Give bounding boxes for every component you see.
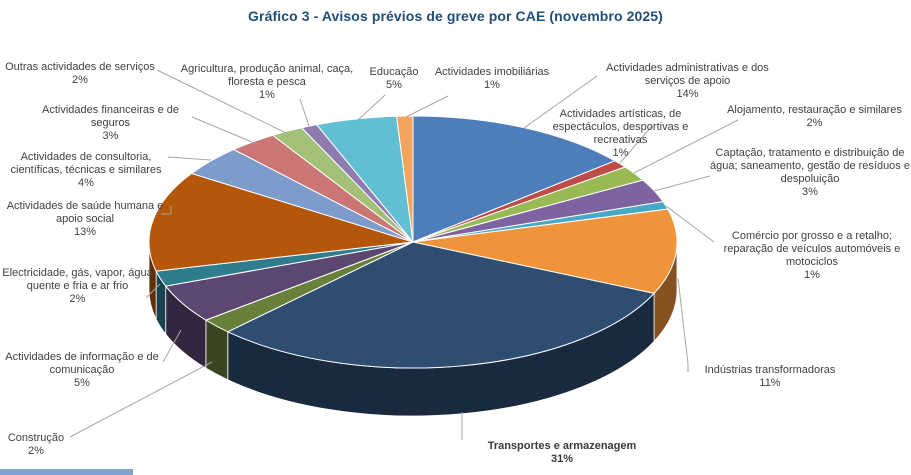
slice-label-pct: 2% [72, 73, 88, 86]
slice-label-transportes: Transportes e armazenagem 31% [452, 440, 672, 466]
slice-label-imobiliarias: Actividades imobiliárias 1% [430, 66, 554, 92]
slice-label-text: Agricultura, produção animal, caça, flor… [180, 63, 354, 88]
leader-line [161, 206, 172, 215]
leader-line [167, 156, 212, 161]
slice-label-text: Indústrias transformadoras [704, 364, 836, 376]
leader-line [677, 277, 689, 372]
slice-label-text: Outras actividades de serviços [5, 61, 155, 73]
slice-label-industrias: Indústrias transformadoras 11% [690, 364, 850, 390]
slice-label-pct: 2% [806, 116, 823, 129]
slice-label-pct: 4% [78, 176, 94, 189]
leader-line [523, 75, 598, 129]
leader-line [299, 98, 310, 127]
slice-label-pct: 11% [759, 376, 781, 389]
leader-line [405, 95, 449, 118]
slice-label-text: Actividades administrativas e dos serviç… [606, 62, 769, 87]
slice-label-alojamento: Alojamento, restauração e similares 2% [723, 104, 906, 130]
leader-line [162, 329, 182, 363]
leader-line [665, 205, 715, 243]
leader-line [619, 125, 653, 164]
slice-label-electricidade: Electricidade, gás, vapor, água quente e… [0, 267, 155, 306]
slice-label-pct: 5% [74, 376, 90, 389]
slice-label-educacao: Educação 5% [363, 66, 425, 92]
slice-label-pct: 3% [102, 129, 119, 142]
slice-label-text: Actividades artísticas, de espectáculos,… [552, 108, 689, 146]
slice-label-text: Actividades de consultoria, científicas,… [10, 151, 162, 176]
slice-label-text: Actividades financeiras e de seguros [42, 104, 179, 129]
slice-label-text: Transportes e armazenagem [487, 440, 637, 452]
leader-line [357, 94, 386, 121]
slice-label-saude: Actividades de saúde humana e apoio soci… [0, 200, 170, 239]
leader-line [653, 175, 711, 192]
slice-label-text: Comércio por grosso e a retalho; reparaç… [723, 230, 901, 268]
slice-label-comercio: Comércio por grosso e a retalho; reparaç… [716, 230, 908, 282]
slice-top-5 [412, 208, 678, 294]
slice-label-text: Actividades de saúde humana e apoio soci… [6, 200, 164, 225]
slice-label-pct: 13% [73, 225, 97, 238]
slice-label-pct: 14% [676, 87, 699, 100]
leader-line [69, 361, 213, 438]
slice-label-construcao: Construção 2% [2, 432, 70, 458]
slice-label-administrativas: Actividades administrativas e dos serviç… [585, 62, 790, 101]
slice-label-text: Actividades imobiliárias [434, 66, 550, 78]
slice-label-pct: 2% [69, 292, 86, 305]
leader-line [156, 69, 287, 134]
leader-line [191, 116, 253, 143]
slice-label-text: Educação [369, 66, 419, 78]
slice-label-pct: 31% [550, 452, 574, 465]
slice-label-informacao: Actividades de informação e de comunicaç… [0, 351, 164, 390]
slice-label-text: Construção [7, 432, 65, 444]
slice-label-financeiras: Actividades financeiras e de seguros 3% [28, 104, 193, 143]
slice-label-text: Electricidade, gás, vapor, água quente e… [2, 267, 153, 292]
slice-label-text: Captação, tratamento e distribuição de á… [710, 147, 910, 185]
slice-label-pct: 1% [259, 88, 275, 101]
slice-label-pct: 1% [804, 268, 820, 281]
slice-label-pct: 3% [802, 185, 818, 198]
slice-label-pct: 1% [612, 146, 629, 159]
slice-label-outras: Outras actividades de serviços 2% [0, 61, 160, 87]
slice-label-consultoria: Actividades de consultoria, científicas,… [0, 151, 172, 190]
chart-title: Gráfico 3 - Avisos prévios de greve por … [248, 8, 663, 24]
slice-label-pct: 5% [386, 78, 402, 91]
slice-label-pct: 2% [28, 444, 44, 457]
slice-label-captacao: Captação, tratamento e distribuição de á… [710, 147, 910, 199]
slice-label-text: Alojamento, restauração e similares [727, 104, 902, 116]
leader-line [145, 283, 161, 299]
slice-label-text: Actividades de informação e de comunicaç… [5, 351, 159, 376]
slice-label-agricultura: Agricultura, produção animal, caça, flor… [172, 63, 362, 102]
slice-top-10 [148, 172, 414, 272]
slice-top-16 [396, 115, 414, 243]
cropped-bottom-bar [0, 469, 133, 475]
slice-top-6 [227, 241, 655, 369]
slice-label-pct: 1% [484, 78, 500, 91]
slice-label-artisticas: Actividades artísticas, de espectáculos,… [528, 108, 713, 160]
leader-line [633, 119, 739, 174]
